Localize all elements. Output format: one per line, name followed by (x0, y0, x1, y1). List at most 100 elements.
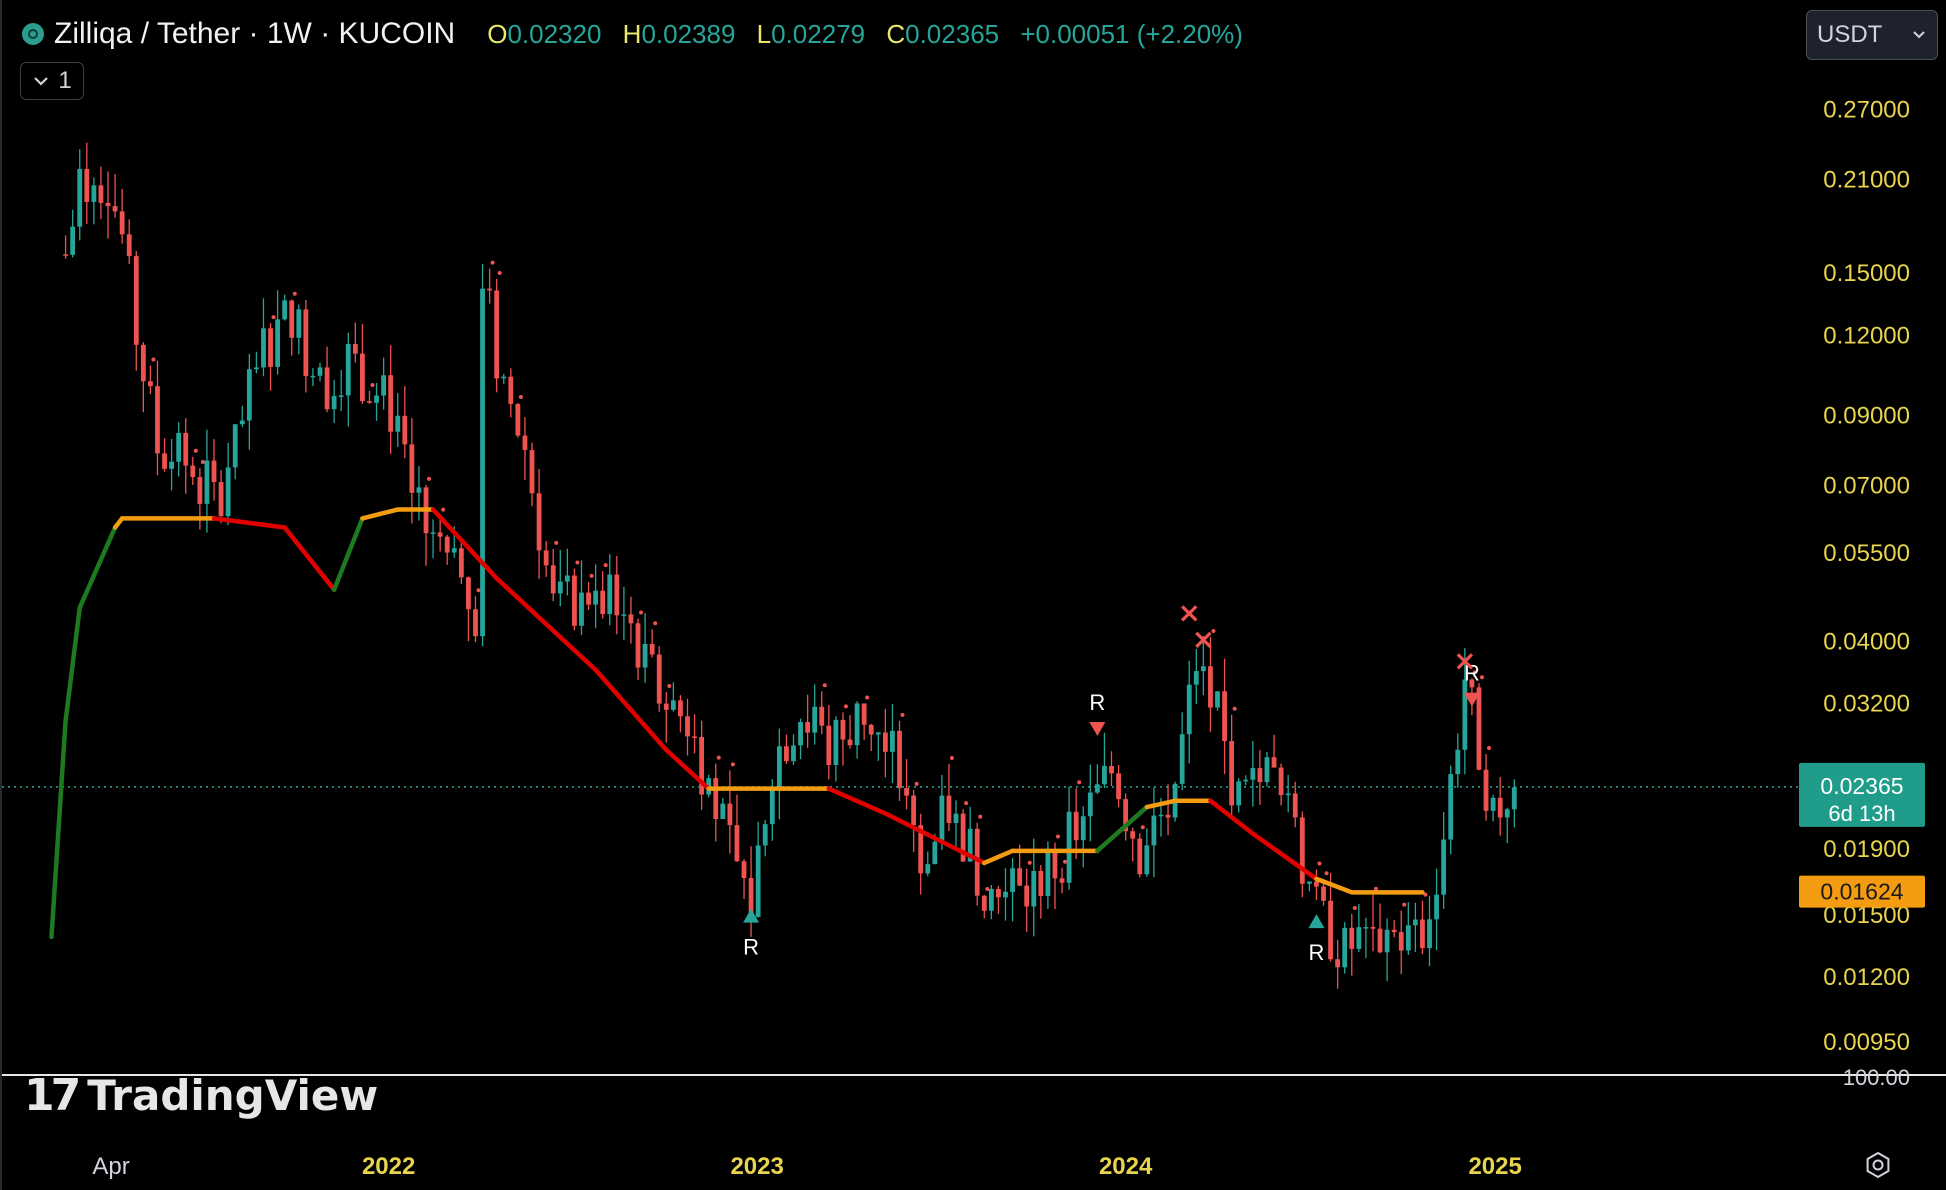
buy-signal-label: R (1308, 940, 1324, 965)
candle-body (918, 825, 924, 874)
close-key: C (886, 18, 906, 49)
candle-body (755, 845, 761, 917)
candle-body (1377, 928, 1383, 953)
candle-body (515, 403, 521, 436)
tradingview-logo[interactable]: 17 TradingView (24, 1070, 378, 1121)
trail-line-segment (1314, 876, 1355, 895)
indicators-toggle-button[interactable]: 1 (20, 62, 84, 100)
high-value: 0.02389 (641, 18, 736, 49)
candle-body (805, 722, 811, 733)
candle-body (1441, 839, 1447, 895)
candle-body (579, 592, 584, 626)
candle-body (197, 477, 203, 504)
candle-body (572, 575, 577, 626)
candle-body (769, 787, 775, 825)
trail-stop-dot (554, 540, 559, 545)
candle-body (360, 353, 365, 402)
candle-body (1264, 757, 1270, 783)
trail-stop-dot (1317, 861, 1322, 866)
candle-body (649, 643, 655, 655)
trail-stop-dot (1324, 871, 1329, 876)
candle-body (720, 803, 726, 819)
y-axis-tick-label: 0.01200 (1823, 964, 1910, 991)
candle-body (1087, 792, 1093, 817)
candle-body (119, 211, 125, 235)
sell-signal-arrow (1463, 692, 1480, 707)
trail-line-segment (826, 786, 888, 816)
trail-line-segment (982, 848, 1015, 866)
candle-body (451, 548, 457, 553)
trail-stop-dot (490, 260, 495, 265)
candle-body (1066, 811, 1072, 883)
candle-body (1511, 787, 1517, 810)
sell-signal-label: R (1089, 690, 1105, 715)
candle-body (232, 424, 238, 468)
candle-body (246, 369, 252, 421)
currency-select[interactable]: USDT (1806, 10, 1938, 60)
candle-body (550, 565, 556, 594)
candle-body (1405, 925, 1411, 951)
y-axis-tick-label: 0.09000 (1823, 403, 1910, 430)
candle-body (254, 367, 259, 370)
trail-stop-dot (1352, 906, 1357, 911)
trail-stop-dot (1211, 629, 1216, 634)
candle-body (1151, 815, 1157, 846)
candle-body (162, 453, 167, 469)
candle-body (1271, 757, 1277, 768)
candle-body (268, 328, 273, 367)
candle-body (854, 703, 860, 746)
tradingview-wordmark: TradingView (87, 1071, 379, 1120)
cross-signal-mark: × (1453, 644, 1476, 677)
candle-body (409, 444, 415, 493)
candle-body (868, 724, 874, 735)
candle-body (1179, 734, 1185, 784)
chevron-down-icon (34, 77, 49, 86)
trail-stop-dot (370, 383, 375, 388)
candle-body (635, 623, 641, 668)
candle-body (211, 460, 217, 483)
trail-line-segment (1095, 804, 1150, 854)
trail-stop-dot (518, 395, 523, 400)
candle-body (352, 344, 358, 354)
candle-body (395, 415, 401, 432)
y-axis-tick-label: 0.05500 (1823, 540, 1910, 567)
candle-body (1285, 793, 1291, 796)
trail-stop-dot (1423, 892, 1428, 897)
candle-body (501, 376, 507, 379)
candle-body (1158, 814, 1164, 817)
candle-body (1462, 679, 1468, 750)
candle-body (126, 234, 132, 257)
chevron-down-icon (1913, 31, 1925, 39)
trail-stop-dot (271, 315, 276, 320)
candle-body (204, 460, 210, 504)
candle-body (826, 725, 832, 765)
trail-stop-dot (730, 762, 735, 767)
candle-body (183, 432, 189, 466)
trail-line-segment (211, 516, 287, 530)
x-axis-tick-label: 2025 (1468, 1153, 1521, 1180)
candle-body (1328, 900, 1333, 960)
chart-settings-button[interactable] (1858, 1148, 1898, 1182)
candle-body (1137, 838, 1143, 875)
x-axis-tick-label: 2022 (362, 1153, 415, 1180)
currency-value: USDT (1817, 21, 1883, 48)
candle-body (791, 745, 796, 762)
trail-stop-dot (575, 560, 580, 565)
candle-body (663, 703, 669, 710)
candle-body (1003, 891, 1008, 898)
candle-body (190, 465, 196, 478)
trail-stop-dot (653, 621, 658, 626)
trail-stop-dot (985, 886, 990, 891)
candle-body (1370, 927, 1376, 929)
candle-body (148, 381, 153, 387)
trail-stop-dot (865, 695, 870, 700)
symbol-title[interactable]: Zilliqa / Tether · 1W · KUCOIN (54, 17, 456, 50)
trail-stop-dot (1487, 746, 1492, 751)
trail-stop-dot (949, 755, 954, 760)
candle-body (367, 401, 372, 403)
candle-body (91, 185, 97, 202)
trail-line-segment (883, 811, 987, 866)
trail-stop-dot (1063, 859, 1068, 864)
candle-body (381, 375, 387, 396)
